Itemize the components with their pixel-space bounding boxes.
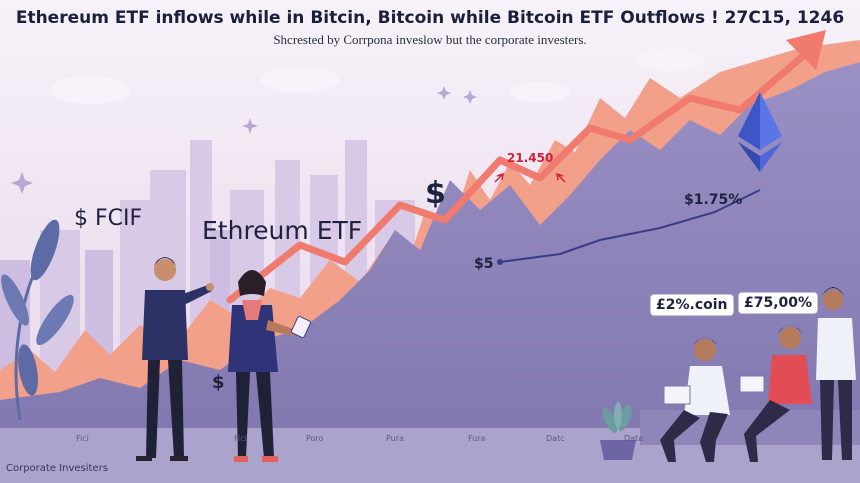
sparkle-icon (11, 172, 33, 194)
rising-trend-arrow (226, 46, 814, 304)
x-tick: Datc (546, 434, 565, 443)
up-arrow-icon (786, 30, 826, 70)
page-subtitle: Shcrested by Corrpona inveslow but the c… (273, 32, 587, 47)
left-label: $ FCIF (74, 206, 143, 231)
cloud-icon (50, 76, 130, 104)
cloud-icon (510, 82, 570, 102)
callout-percent: £75,00% (738, 292, 819, 314)
sparkle-icon (242, 118, 258, 134)
dollar-sign-mid: $ (425, 176, 446, 211)
marker-arrow-icon (494, 172, 504, 183)
x-tick: Poro (306, 434, 324, 443)
eth-price-line (499, 189, 761, 263)
x-tick: Fici (234, 434, 247, 443)
purple-area-chart (0, 62, 860, 430)
line-start-dot (497, 259, 503, 265)
seated-man-red-shirt (739, 325, 812, 462)
man-pointing (136, 257, 214, 461)
x-tick: Fura (468, 434, 486, 443)
page-title: Ethereum ETF inflows while in Bitcin, Bi… (15, 8, 845, 28)
sparkles (11, 86, 477, 194)
right-value-label: $1.75% (684, 192, 743, 208)
marker-arrow-icon (556, 172, 566, 183)
sparkle-icon (463, 90, 477, 104)
callout-coin: £2%.coin (650, 294, 734, 316)
cloud-icon (636, 49, 704, 71)
peak-value-label: 21.450 (507, 151, 554, 165)
ethereum-logo-icon (738, 92, 782, 172)
x-tick: Fici (76, 434, 89, 443)
seated-man-laptop (660, 337, 730, 462)
clouds (50, 49, 704, 104)
standing-man-right (816, 287, 856, 460)
cloud-icon (260, 68, 340, 92)
plant-icon (1, 219, 74, 421)
x-tick: Pura (386, 434, 404, 443)
potted-plant-icon (600, 402, 636, 460)
x-tick: Data (624, 434, 644, 443)
woman-with-tablet (228, 270, 311, 462)
dollar-five-label: $5 (474, 256, 494, 272)
dollar-sign-low: $ (212, 372, 225, 393)
footer-caption: Corporate Invesiters (6, 463, 108, 474)
ethereum-etf-label: Ethreum ETF (202, 216, 363, 245)
sparkle-icon (437, 86, 451, 100)
